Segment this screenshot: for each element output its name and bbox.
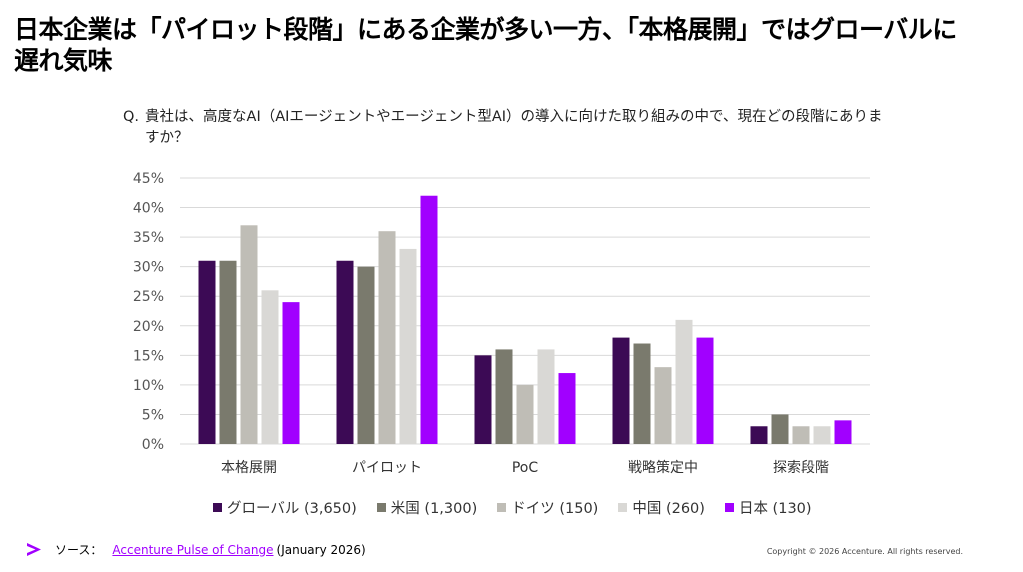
- page-title: 日本企業は「パイロット段階」にある企業が多い一方、「本格展開」ではグローバルに遅…: [14, 15, 957, 75]
- source-label: ソース：: [55, 543, 103, 557]
- bar-4-1: [420, 195, 438, 444]
- legend-swatch-us: [376, 503, 386, 512]
- x-tick-label: パイロット: [352, 460, 422, 476]
- y-tick-label: 15%: [133, 348, 164, 364]
- legend-label-germany: ドイツ (150): [511, 501, 599, 517]
- bar-2-1: [378, 231, 396, 444]
- bar-1-1: [357, 266, 375, 444]
- y-tick-label: 5%: [142, 407, 164, 423]
- x-tick-label: PoC: [512, 460, 539, 476]
- y-tick-label: 45%: [133, 171, 164, 187]
- source-footer: ソース： Accenture Pulse of Change (January …: [26, 541, 366, 558]
- bar-4-4: [834, 420, 852, 444]
- source-date: (January 2026): [276, 542, 366, 557]
- bar-chart: 0% 5% 10% 15% 20% 25% 30% 35% 40% 45% 本格展開 パイロット PoC…: [133, 171, 870, 476]
- bar-1-0: [219, 260, 237, 444]
- bar-3-0: [261, 290, 279, 444]
- y-tick-label: 25%: [133, 289, 164, 305]
- chart-legend: グローバル (3,650) 米国 (1,300) ドイツ (150) 中国 (2…: [213, 497, 812, 518]
- legend-item-us: 米国 (1,300): [376, 497, 478, 518]
- legend-label-global: グローバル (3,650): [227, 501, 357, 517]
- bar-2-2: [516, 384, 534, 444]
- survey-question: Q. 貴社は、高度なAI（AIエージェントやエージェント型AI）の導入に向けた取…: [123, 107, 883, 149]
- y-tick-label: 20%: [133, 319, 164, 335]
- legend-item-japan: 日本 (130): [724, 497, 812, 518]
- bar-4-3: [696, 337, 714, 444]
- legend-item-germany: ドイツ (150): [497, 497, 598, 518]
- bar-3-3: [675, 319, 693, 444]
- legend-swatch-china: [618, 503, 628, 512]
- legend-item-china: 中国 (260): [618, 497, 705, 518]
- bar-0-2: [474, 355, 492, 444]
- bar-4-0: [282, 302, 300, 444]
- brand-chevron-icon: [27, 543, 41, 556]
- x-tick-label: 本格展開: [221, 460, 277, 476]
- legend-item-global: グローバル (3,650): [213, 497, 357, 518]
- y-tick-label: 40%: [133, 201, 164, 217]
- bar-2-0: [240, 225, 258, 444]
- bar-0-1: [336, 260, 354, 444]
- legend-swatch-global: [213, 503, 222, 512]
- y-tick-label: 35%: [133, 230, 164, 246]
- legend-swatch-japan: [724, 503, 734, 512]
- y-tick-label: 10%: [133, 378, 164, 394]
- bar-2-4: [792, 426, 810, 444]
- y-tick-label: 30%: [133, 260, 164, 276]
- legend-label-china: 中国 (260): [632, 501, 705, 517]
- x-tick-label: 戦略策定中: [628, 459, 698, 476]
- legend-swatch-germany: [497, 503, 507, 512]
- bar-0-3: [612, 337, 630, 444]
- copyright-notice: Copyright © 2026 Accenture. All rights r…: [766, 547, 963, 556]
- bar-1-4: [771, 414, 789, 444]
- bar-0-0: [198, 260, 216, 444]
- question-marker: Q.: [123, 109, 140, 125]
- y-tick-label: 0%: [142, 437, 164, 453]
- bar-1-3: [633, 343, 651, 444]
- bar-3-1: [399, 248, 417, 444]
- bar-3-4: [813, 426, 831, 444]
- legend-label-us: 米国 (1,300): [390, 501, 478, 517]
- x-tick-label: 探索段階: [773, 459, 829, 476]
- bar-1-2: [495, 349, 513, 444]
- bar-4-2: [558, 373, 576, 444]
- legend-label-japan: 日本 (130): [738, 501, 812, 517]
- bar-3-2: [537, 349, 555, 444]
- question-text: 貴社は、高度なAI（AIエージェントやエージェント型AI）の導入に向けた取り組み…: [145, 109, 883, 146]
- bar-0-4: [750, 426, 768, 444]
- source-link[interactable]: Accenture Pulse of Change: [112, 542, 274, 557]
- bar-2-3: [654, 367, 672, 444]
